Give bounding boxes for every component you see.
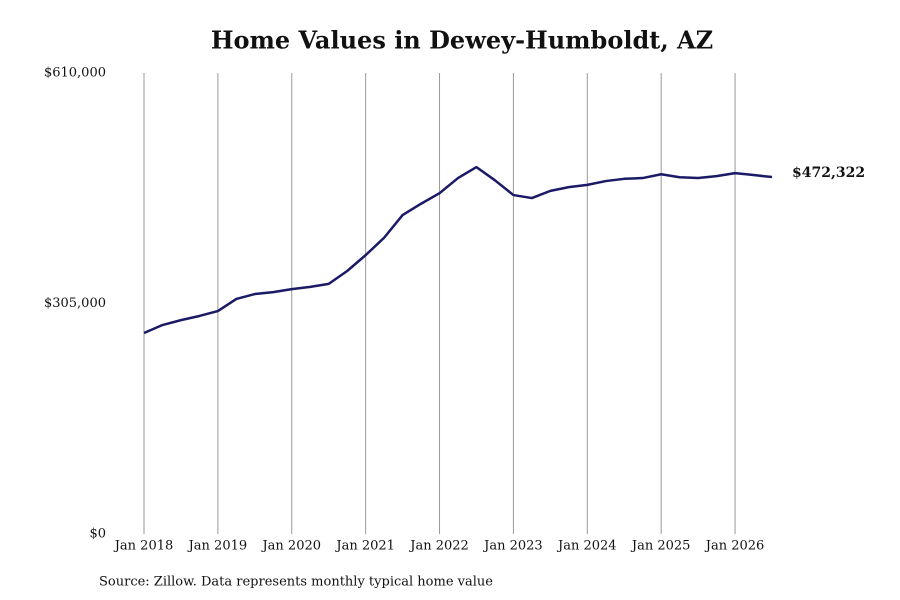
- y-tick-label: $0: [89, 527, 106, 542]
- x-tick-label: Jan 2021: [334, 539, 395, 554]
- x-tick-label: Jan 2024: [556, 539, 617, 554]
- y-tick-label: $305,000: [44, 296, 106, 311]
- data-line: [143, 165, 773, 335]
- x-tick-label: Jan 2026: [704, 539, 765, 554]
- x-tick-label: Jan 2020: [260, 539, 321, 554]
- x-tick-label: Jan 2023: [482, 539, 543, 554]
- chart-title: Home Values in Dewey-Humboldt, AZ: [211, 26, 713, 55]
- source-note: Source: Zillow. Data represents monthly …: [99, 575, 493, 590]
- y-tick-label: $610,000: [44, 66, 106, 81]
- x-tick-label: Jan 2022: [408, 539, 469, 554]
- x-tick-label: Jan 2018: [113, 539, 174, 554]
- x-tick-label: Jan 2019: [187, 539, 248, 554]
- value-label: $472,322: [792, 165, 865, 181]
- x-tick-label: Jan 2025: [630, 539, 691, 554]
